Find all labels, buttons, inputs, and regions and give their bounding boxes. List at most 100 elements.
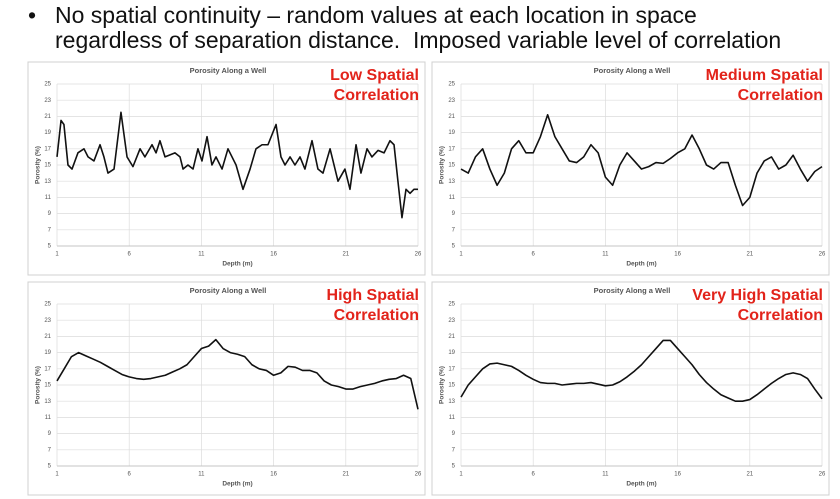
y-tick-label: 7 <box>48 447 52 453</box>
x-tick-label: 11 <box>602 472 609 478</box>
annotation: Correlation <box>334 87 419 104</box>
y-tick-label: 15 <box>44 383 51 389</box>
x-tick-label: 26 <box>819 472 826 478</box>
y-tick-label: 17 <box>44 366 51 372</box>
x-tick-label: 11 <box>602 252 609 258</box>
data-line <box>56 338 419 410</box>
y-tick-label: 21 <box>44 334 51 340</box>
y-tick-label: 25 <box>448 302 455 308</box>
y-tick-label: 21 <box>448 114 455 120</box>
x-tick-label: 26 <box>819 252 826 258</box>
chart-frame <box>431 61 830 276</box>
y-tick-label: 5 <box>48 464 52 470</box>
y-tick-label: 25 <box>448 82 455 88</box>
y-tick-label: 7 <box>452 447 456 453</box>
x-tick-label: 21 <box>746 252 753 258</box>
y-tick-label: 19 <box>448 350 455 356</box>
chart-frame <box>27 281 426 496</box>
x-tick-label: 1 <box>459 252 463 258</box>
data-line <box>56 111 418 219</box>
y-tick-label: 25 <box>44 82 51 88</box>
x-tick-label: 1 <box>55 472 59 478</box>
chart-frame <box>27 61 426 276</box>
y-tick-label: 9 <box>452 431 456 437</box>
data-line <box>460 113 823 207</box>
y-tick-label: 7 <box>452 227 456 233</box>
x-axis-label: Depth (m) <box>626 261 656 268</box>
y-tick-label: 23 <box>44 318 51 324</box>
y-tick-label: 5 <box>452 464 456 470</box>
bullet-text: • No spatial continuity – random values … <box>0 0 840 60</box>
x-tick-label: 21 <box>746 472 753 478</box>
y-tick-label: 9 <box>48 211 52 217</box>
y-tick-label: 25 <box>44 302 51 308</box>
y-tick-label: 17 <box>448 146 455 152</box>
y-tick-label: 5 <box>48 244 52 250</box>
y-tick-label: 23 <box>448 98 455 104</box>
annotation: Correlation <box>738 307 823 324</box>
x-tick-label: 6 <box>532 472 536 478</box>
y-tick-label: 13 <box>44 179 51 185</box>
y-tick-label: 23 <box>448 318 455 324</box>
x-axis-label: Depth (m) <box>222 261 252 268</box>
x-tick-label: 16 <box>674 472 681 478</box>
y-tick-label: 17 <box>448 366 455 372</box>
y-tick-label: 19 <box>44 350 51 356</box>
x-axis-label: Depth (m) <box>222 481 252 488</box>
y-tick-label: 15 <box>448 163 455 169</box>
chart-title: Porosity Along a Well <box>190 286 267 295</box>
x-tick-label: 11 <box>198 472 205 478</box>
annotation: High Spatial <box>327 287 419 304</box>
annotation: Low Spatial <box>330 67 419 84</box>
y-tick-label: 17 <box>44 146 51 152</box>
y-tick-label: 11 <box>449 195 456 201</box>
x-tick-label: 6 <box>128 472 132 478</box>
data-line <box>460 339 823 402</box>
x-tick-label: 1 <box>459 472 463 478</box>
annotation: Medium Spatial <box>706 67 823 84</box>
annotation: Correlation <box>738 87 823 104</box>
x-tick-label: 16 <box>674 252 681 258</box>
y-axis-label: Porosity (%) <box>35 366 42 404</box>
y-tick-label: 21 <box>448 334 455 340</box>
y-tick-label: 9 <box>48 431 52 437</box>
y-tick-label: 11 <box>45 415 52 421</box>
y-tick-label: 7 <box>48 227 52 233</box>
y-tick-label: 19 <box>44 130 51 136</box>
x-tick-label: 21 <box>342 472 349 478</box>
bullet-glyph: • <box>28 2 37 28</box>
y-tick-label: 23 <box>44 98 51 104</box>
y-tick-label: 15 <box>448 383 455 389</box>
bullet-line: No spatial continuity – random values at… <box>55 2 697 28</box>
x-tick-label: 21 <box>342 252 349 258</box>
chart-title: Porosity Along a Well <box>594 286 671 295</box>
x-axis-label: Depth (m) <box>626 481 656 488</box>
y-tick-label: 13 <box>448 179 455 185</box>
x-tick-label: 26 <box>415 472 422 478</box>
x-tick-label: 16 <box>270 252 277 258</box>
annotation: Correlation <box>334 307 419 324</box>
y-axis-label: Porosity (%) <box>35 146 42 184</box>
y-tick-label: 11 <box>449 415 456 421</box>
y-axis-label: Porosity (%) <box>439 366 446 404</box>
y-tick-label: 9 <box>452 211 456 217</box>
y-tick-label: 15 <box>44 163 51 169</box>
y-tick-label: 11 <box>45 195 52 201</box>
y-tick-label: 5 <box>452 244 456 250</box>
x-tick-label: 26 <box>415 252 422 258</box>
y-tick-label: 13 <box>448 399 455 405</box>
bullet-line: regardless of separation distance. Impos… <box>55 27 782 53</box>
y-tick-label: 13 <box>44 399 51 405</box>
x-tick-label: 6 <box>532 252 536 258</box>
y-tick-label: 21 <box>44 114 51 120</box>
chart-title: Porosity Along a Well <box>594 66 671 75</box>
x-tick-label: 6 <box>128 252 132 258</box>
x-tick-label: 16 <box>270 472 277 478</box>
y-tick-label: 19 <box>448 130 455 136</box>
y-axis-label: Porosity (%) <box>439 146 446 184</box>
chart-title: Porosity Along a Well <box>190 66 267 75</box>
x-tick-label: 11 <box>198 252 205 258</box>
annotation: Very High Spatial <box>692 287 823 304</box>
